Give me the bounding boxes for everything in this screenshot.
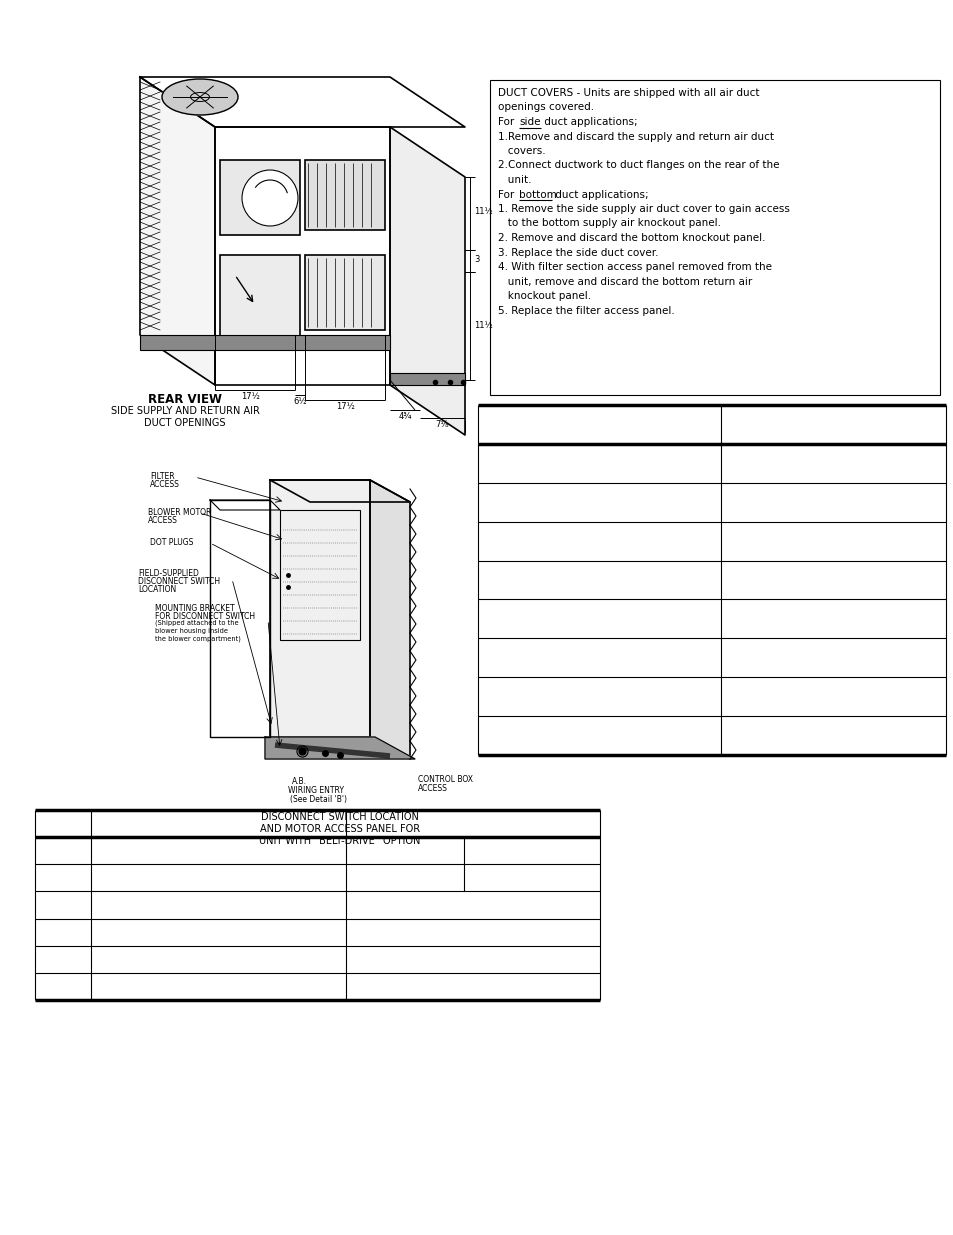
Text: (See Detail 'B'): (See Detail 'B') <box>290 795 347 804</box>
Polygon shape <box>265 737 415 760</box>
Text: unit, remove and discard the bottom return air: unit, remove and discard the bottom retu… <box>497 277 752 287</box>
Circle shape <box>242 170 297 226</box>
Polygon shape <box>214 127 390 385</box>
Text: the blower compartment): the blower compartment) <box>154 636 240 642</box>
Bar <box>140 335 390 350</box>
Bar <box>390 373 464 385</box>
Polygon shape <box>390 127 464 435</box>
Polygon shape <box>140 77 214 385</box>
Text: to the bottom supply air knockout panel.: to the bottom supply air knockout panel. <box>497 219 720 228</box>
Text: 2.Connect ductwork to duct flanges on the rear of the: 2.Connect ductwork to duct flanges on th… <box>497 161 779 170</box>
Bar <box>305 254 385 330</box>
Text: 3. Replace the side duct cover.: 3. Replace the side duct cover. <box>497 247 658 258</box>
Text: DOT PLUGS: DOT PLUGS <box>150 538 193 547</box>
Ellipse shape <box>162 79 237 115</box>
Polygon shape <box>140 77 464 127</box>
Text: For: For <box>497 117 517 127</box>
Text: unit.: unit. <box>497 175 531 185</box>
Text: 3: 3 <box>474 256 478 264</box>
Text: 11½: 11½ <box>474 321 492 330</box>
Text: FIELD-SUPPLIED: FIELD-SUPPLIED <box>138 569 198 578</box>
Text: side: side <box>518 117 540 127</box>
Bar <box>220 161 299 235</box>
Text: REAR VIEW: REAR VIEW <box>148 393 222 406</box>
Text: UNIT WITH “BELT-DRIVE” OPTION: UNIT WITH “BELT-DRIVE” OPTION <box>259 836 420 846</box>
Text: DISCONNECT SWITCH: DISCONNECT SWITCH <box>138 577 220 585</box>
Text: covers.: covers. <box>497 146 545 156</box>
Text: 2. Remove and discard the bottom knockout panel.: 2. Remove and discard the bottom knockou… <box>497 233 764 243</box>
Text: 1.Remove and discard the supply and return air duct: 1.Remove and discard the supply and retu… <box>497 131 773 142</box>
Text: LOCATION: LOCATION <box>138 585 176 594</box>
Bar <box>220 254 299 340</box>
Text: DUCT OPENINGS: DUCT OPENINGS <box>144 417 226 429</box>
Text: duct applications;: duct applications; <box>540 117 637 127</box>
Text: 4¾: 4¾ <box>397 412 412 421</box>
Polygon shape <box>210 500 270 737</box>
Text: 7¹⁄₈: 7¹⁄₈ <box>435 420 448 429</box>
Bar <box>280 510 359 640</box>
Text: FOR DISCONNECT SWITCH: FOR DISCONNECT SWITCH <box>154 613 254 621</box>
Text: A.B.: A.B. <box>292 777 307 785</box>
Bar <box>490 80 939 395</box>
Text: ACCESS: ACCESS <box>150 480 180 489</box>
Text: MOUNTING BRACKET: MOUNTING BRACKET <box>154 604 234 613</box>
Text: 4. With filter section access panel removed from the: 4. With filter section access panel remo… <box>497 262 771 272</box>
Text: 6½: 6½ <box>293 396 307 406</box>
Text: blower housing inside: blower housing inside <box>154 629 228 634</box>
Text: SIDE SUPPLY AND RETURN AIR: SIDE SUPPLY AND RETURN AIR <box>111 406 259 416</box>
Text: BLOWER MOTOR: BLOWER MOTOR <box>148 508 212 517</box>
Text: FILTER: FILTER <box>150 472 174 480</box>
Polygon shape <box>270 480 410 501</box>
Text: (Shipped attached to the: (Shipped attached to the <box>154 620 238 626</box>
Text: AND MOTOR ACCESS PANEL FOR: AND MOTOR ACCESS PANEL FOR <box>259 824 419 834</box>
Text: 5. Replace the filter access panel.: 5. Replace the filter access panel. <box>497 305 674 315</box>
Text: For: For <box>497 189 517 200</box>
Polygon shape <box>270 480 370 737</box>
Text: 1. Remove the side supply air duct cover to gain access: 1. Remove the side supply air duct cover… <box>497 204 789 214</box>
Polygon shape <box>210 500 280 510</box>
Text: DISCONNECT SWITCH LOCATION: DISCONNECT SWITCH LOCATION <box>261 811 418 823</box>
Text: 17½: 17½ <box>240 391 259 401</box>
Text: knockout panel.: knockout panel. <box>497 291 591 301</box>
Text: ACCESS: ACCESS <box>417 784 447 793</box>
Text: bottom: bottom <box>518 189 557 200</box>
Polygon shape <box>370 480 410 760</box>
Text: duct applications;: duct applications; <box>552 189 648 200</box>
Text: DUCT COVERS - Units are shipped with all air duct: DUCT COVERS - Units are shipped with all… <box>497 88 759 98</box>
Text: 11½: 11½ <box>474 207 492 216</box>
Bar <box>305 161 385 230</box>
Text: CONTROL BOX: CONTROL BOX <box>417 776 473 784</box>
Text: WIRING ENTRY: WIRING ENTRY <box>288 785 344 795</box>
Text: openings covered.: openings covered. <box>497 103 594 112</box>
Text: 17½: 17½ <box>335 403 354 411</box>
Text: ACCESS: ACCESS <box>148 516 177 525</box>
